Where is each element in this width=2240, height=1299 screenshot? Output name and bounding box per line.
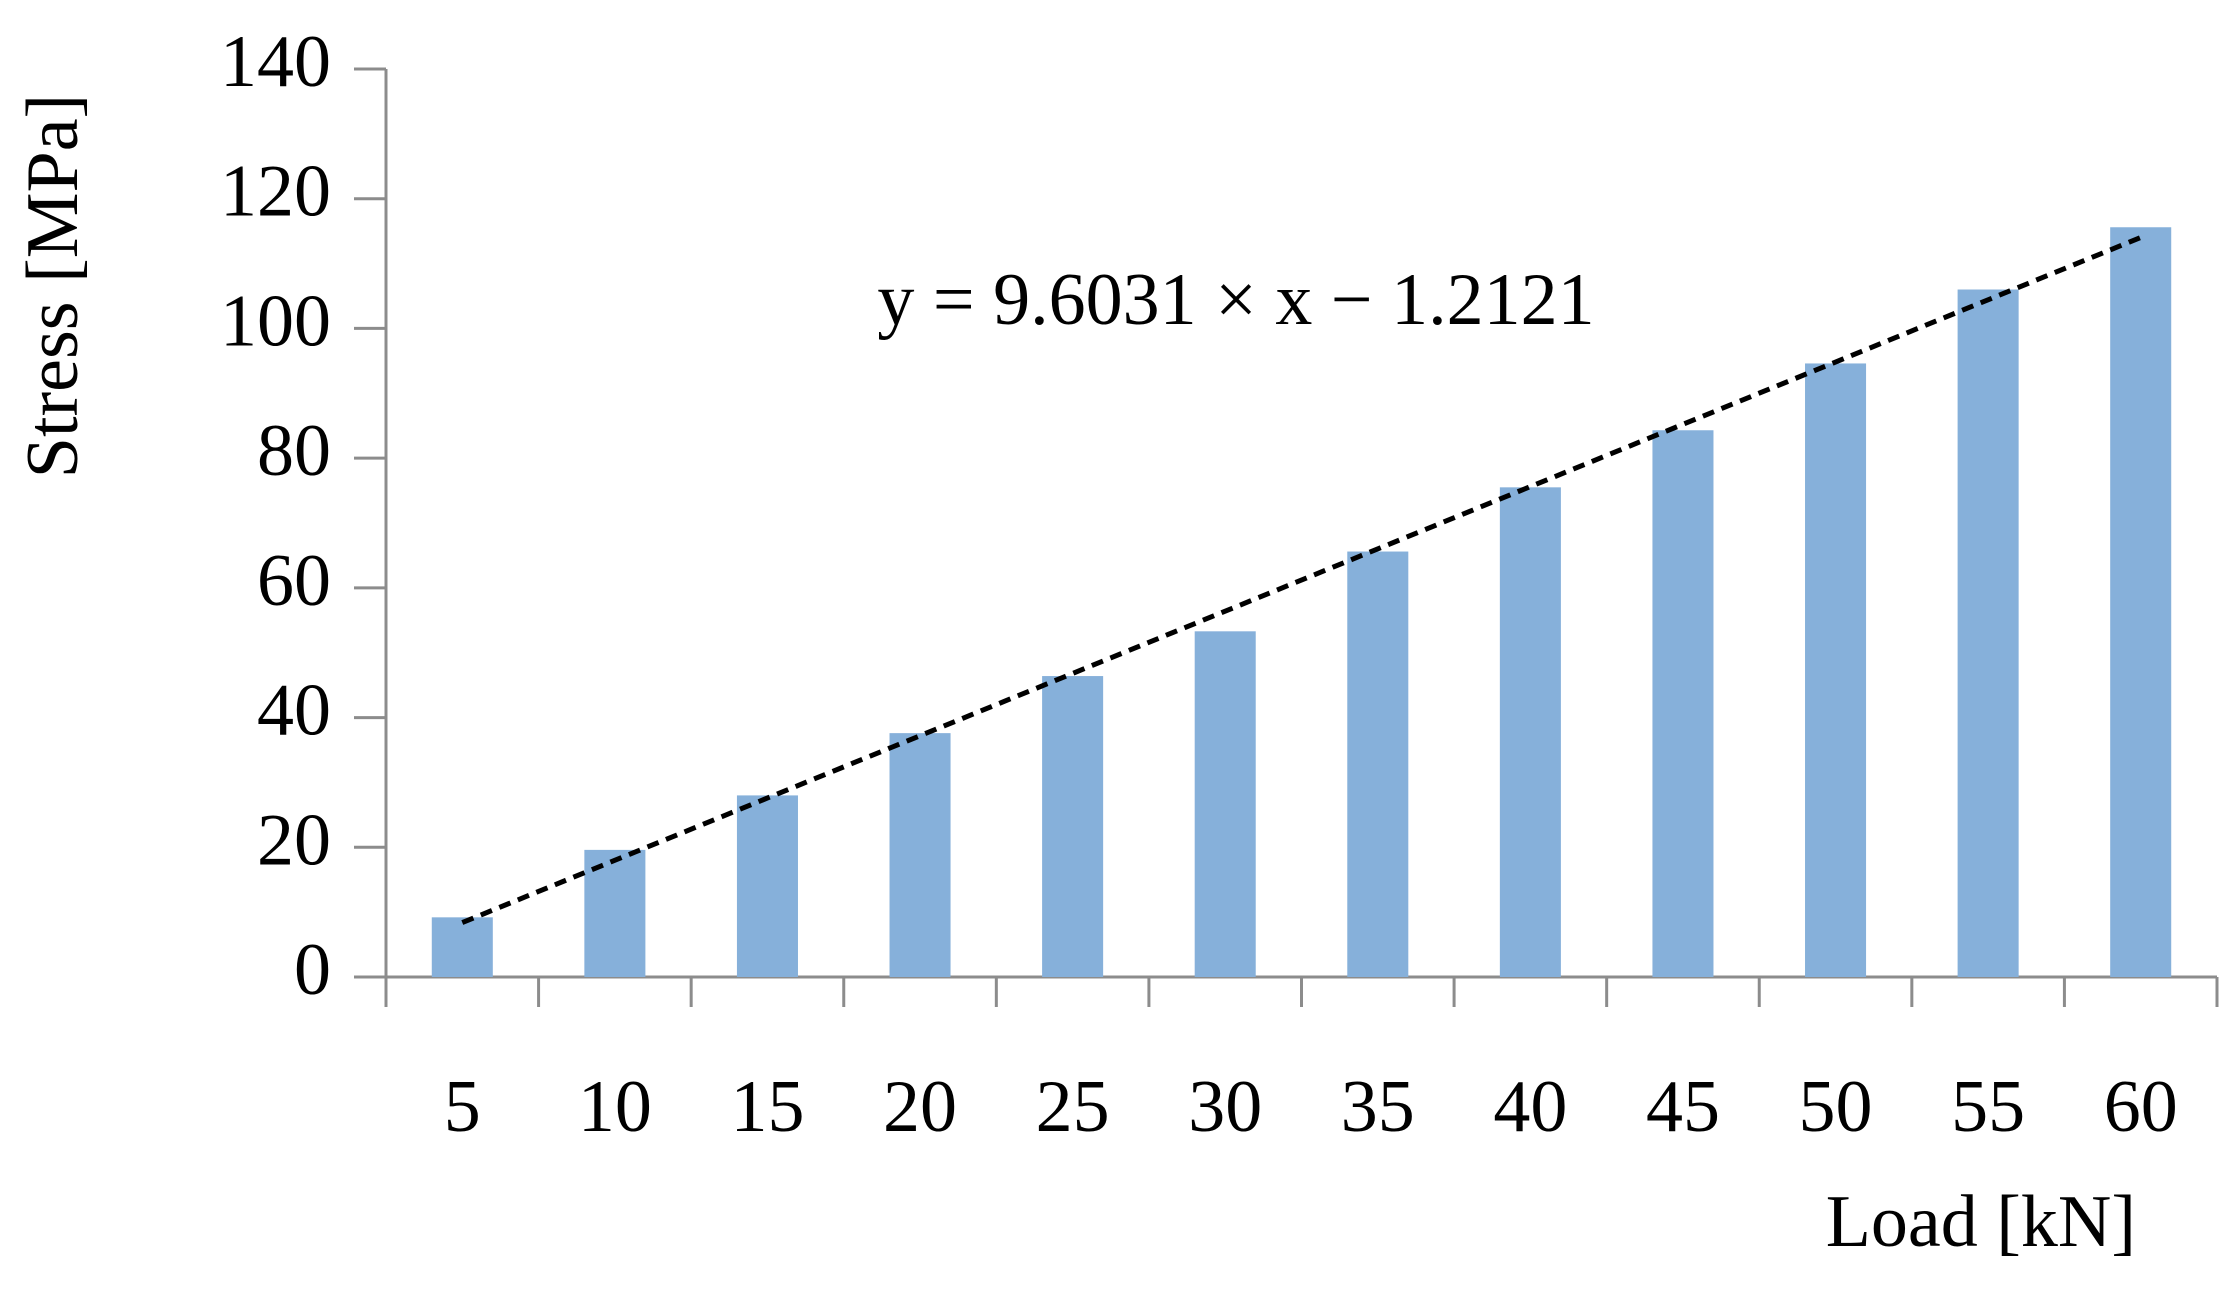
bar (1194, 631, 1256, 977)
y-tick-label: 60 (257, 540, 331, 622)
x-tick-label: 55 (1951, 1066, 2025, 1148)
bar (2110, 227, 2172, 977)
trendline (461, 235, 2142, 925)
bar (1805, 363, 1867, 977)
bar (1499, 487, 1561, 977)
x-tick-label: 25 (1036, 1066, 1110, 1148)
y-tick-label: 120 (220, 151, 331, 233)
x-tick-label: 50 (1799, 1066, 1873, 1148)
bar (1042, 676, 1104, 977)
trendline-equation: y = 9.6031 × x − 1.2121 (877, 259, 1594, 341)
x-tick-label: 60 (2104, 1066, 2178, 1148)
bar (1652, 430, 1714, 977)
y-axis-title: Stress [MPa] (12, 94, 94, 478)
y-tick-label: 20 (257, 799, 331, 881)
bar (1347, 551, 1409, 977)
y-tick-label: 80 (257, 410, 331, 492)
bar (1957, 289, 2019, 977)
x-tick-label: 10 (578, 1066, 652, 1148)
bar (431, 917, 493, 977)
x-tick-label: 20 (883, 1066, 957, 1148)
y-tick-label: 0 (294, 929, 331, 1011)
y-tick-label: 100 (220, 280, 331, 362)
bar (736, 795, 798, 977)
x-tick-label: 45 (1646, 1066, 1720, 1148)
y-tick-label: 40 (257, 670, 331, 752)
bar (889, 733, 951, 977)
x-tick-label: 5 (444, 1066, 481, 1148)
x-tick-label: 30 (1188, 1066, 1262, 1148)
x-axis-title: Load [kN] (1826, 1181, 2136, 1263)
x-tick-label: 15 (730, 1066, 804, 1148)
x-tick-label: 40 (1493, 1066, 1567, 1148)
x-tick-label: 35 (1341, 1066, 1415, 1148)
y-tick-label: 140 (220, 21, 331, 103)
